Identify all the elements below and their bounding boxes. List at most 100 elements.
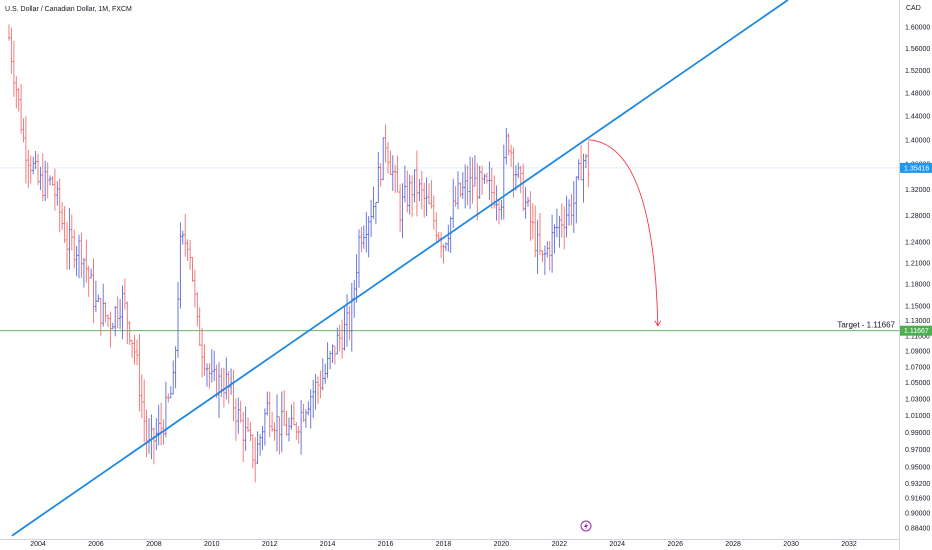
- target-price-tag: 1.11667: [900, 325, 932, 336]
- ohlc-bar: [73, 229, 76, 269]
- y-tick-label: 1.60000: [905, 25, 930, 32]
- ohlc-bar: [273, 422, 276, 441]
- ohlc-bar: [104, 302, 107, 323]
- ohlc-bar: [384, 124, 387, 163]
- ohlc-bar: [319, 370, 322, 399]
- ohlc-bar: [143, 379, 146, 443]
- price-axis[interactable]: 1.60000 1.56000 1.52000 1.48000 1.44000 1.400…: [900, 25, 932, 533]
- ohlc-bar: [92, 258, 95, 324]
- ohlc-bar: [478, 165, 481, 199]
- ohlc-bar: [191, 257, 194, 282]
- ohlc-bar: [34, 151, 37, 169]
- ohlc-bar: [452, 178, 455, 228]
- ohlc-bar: [480, 165, 484, 195]
- y-tick-label: 1.40000: [905, 137, 930, 144]
- ohlc-bar: [468, 156, 472, 209]
- ohlc-bar: [522, 163, 525, 212]
- ohlc-bar: [386, 141, 390, 174]
- ohlc-bar: [401, 183, 404, 239]
- ohlc-bar: [266, 391, 269, 416]
- ohlc-bar: [563, 206, 566, 250]
- ohlc-bar: [471, 157, 474, 204]
- ohlc-bar: [280, 391, 283, 453]
- ohlc-bar: [140, 374, 143, 419]
- ohlc-bar: [275, 394, 279, 452]
- y-tick-label: 1.28000: [905, 213, 930, 220]
- x-tick-label: 2028: [725, 541, 741, 548]
- ohlc-bar: [560, 203, 563, 238]
- ohlc-bar: [505, 127, 508, 165]
- y-tick-label: 1.52000: [905, 68, 930, 75]
- ohlc-bar: [582, 153, 585, 203]
- ohlc-bar: [565, 195, 568, 238]
- ohlc-bar: [365, 211, 368, 253]
- ohlc-bar: [41, 153, 44, 202]
- ohlc-bar: [135, 339, 139, 366]
- ohlc-bar: [357, 229, 361, 288]
- ohlc-bar: [299, 399, 303, 455]
- ohlc-bar: [531, 203, 534, 240]
- lightning-icon[interactable]: [580, 520, 592, 532]
- ohlc-bar: [87, 265, 90, 297]
- y-tick-label: 1.01000: [905, 413, 930, 420]
- ohlc-bar: [198, 307, 201, 346]
- ohlc-bar: [53, 168, 57, 211]
- ohlc-bar: [244, 406, 247, 451]
- ohlc-bar: [476, 163, 479, 221]
- ohlc-bar: [514, 165, 518, 191]
- ohlc-bar: [579, 145, 583, 181]
- ohlc-bar: [529, 191, 532, 241]
- target-price-tag-bg: [900, 325, 932, 336]
- time-axis[interactable]: 2004 2006 2008 2010 2012 2014 2016 2018 2020 2022…: [30, 541, 857, 548]
- ohlc-bar: [242, 411, 245, 463]
- ohlc-bar: [321, 358, 324, 391]
- ohlc-bar: [186, 239, 189, 261]
- ohlc-bar: [449, 216, 452, 253]
- ohlc-bar: [343, 306, 346, 351]
- y-tick-label: 0.99000: [905, 430, 930, 437]
- ohlc-bar: [193, 269, 197, 308]
- last-price-tag: 1.35416: [900, 162, 932, 173]
- ohlc-bar: [423, 182, 426, 218]
- y-tick-label: 1.18000: [905, 282, 930, 289]
- ohlc-bar: [391, 155, 394, 191]
- ohlc-bar: [372, 186, 375, 219]
- plot-area[interactable]: Target - 1.11667: [0, 0, 899, 537]
- ohlc-bar: [268, 391, 271, 438]
- ohlc-bar: [394, 164, 397, 194]
- x-tick-label: 2030: [783, 541, 799, 548]
- ohlc-bar: [167, 393, 170, 403]
- ohlc-bar: [507, 133, 510, 156]
- ohlc-bar: [439, 232, 443, 259]
- y-tick-label: 1.32000: [905, 187, 930, 194]
- ohlc-bar: [126, 301, 129, 345]
- ohlc-bar: [118, 299, 122, 330]
- ohlc-bar: [292, 401, 296, 426]
- ohlc-bar: [553, 224, 556, 254]
- ohlc-bar: [237, 397, 240, 434]
- ohlc-bar: [200, 328, 204, 378]
- x-tick-label: 2012: [262, 541, 278, 548]
- ohlc-bar: [24, 116, 28, 184]
- y-tick-label: 1.11000: [905, 333, 930, 340]
- ohlc-bar: [7, 24, 11, 41]
- x-tick-label: 2032: [841, 541, 857, 548]
- ohlc-bar: [432, 195, 435, 230]
- ohlc-bar: [19, 83, 23, 134]
- ohlc-bar: [340, 319, 344, 359]
- y-tick-label: 1.24000: [905, 240, 930, 247]
- ohlc-bar: [85, 239, 88, 283]
- ohlc-bar: [398, 184, 402, 232]
- ohlc-bar: [442, 244, 445, 264]
- ohlc-bar: [94, 280, 98, 312]
- y-tick-label: 1.13000: [905, 318, 930, 325]
- ohlc-bar: [22, 118, 25, 143]
- ohlc-bar: [239, 400, 242, 423]
- ohlc-bar: [328, 351, 332, 370]
- ohlc-bar: [345, 294, 349, 347]
- ohlc-bar: [29, 155, 32, 184]
- ohlc-bar: [307, 401, 310, 416]
- ohlc-bar: [430, 180, 433, 209]
- ohlc-bar: [251, 434, 254, 469]
- y-tick-label: 0.88400: [905, 526, 930, 533]
